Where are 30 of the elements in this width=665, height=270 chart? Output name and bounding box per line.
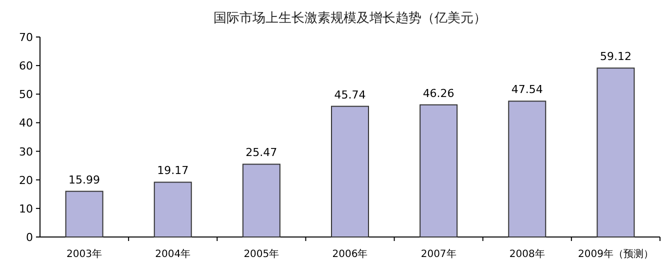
x-tick-label: 2008年 bbox=[509, 248, 545, 260]
y-tick-label: 10 bbox=[19, 202, 33, 216]
y-tick-label: 50 bbox=[19, 88, 33, 102]
x-tick-label: 2007年 bbox=[420, 248, 456, 260]
bar bbox=[596, 68, 635, 238]
bar bbox=[331, 106, 369, 238]
data-label: 59.12 bbox=[600, 50, 632, 64]
y-tick-label: 40 bbox=[19, 116, 33, 130]
x-tick-label: 2004年 bbox=[155, 248, 191, 260]
bar bbox=[242, 164, 280, 238]
chart-title: 国际市场上生长激素规模及增长趋势（亿美元） bbox=[214, 10, 486, 26]
data-label: 15.99 bbox=[68, 173, 100, 186]
x-tick-label: 2005年 bbox=[244, 248, 280, 260]
x-tick-label: 2003年 bbox=[66, 248, 102, 260]
y-tick-label: 30 bbox=[19, 145, 33, 158]
bar bbox=[154, 182, 192, 238]
bar bbox=[420, 104, 458, 238]
data-label: 47.54 bbox=[511, 83, 543, 96]
data-label: 45.74 bbox=[334, 88, 366, 102]
x-tick-label: 2009年（预测） bbox=[578, 248, 654, 260]
data-label: 46.26 bbox=[422, 86, 454, 100]
bar bbox=[65, 190, 104, 238]
x-tick-label: 2006年 bbox=[332, 248, 368, 260]
data-label: 19.17 bbox=[157, 164, 189, 178]
y-tick-label: 20 bbox=[19, 174, 33, 187]
y-tick-label: 0 bbox=[26, 231, 33, 244]
y-tick-label: 60 bbox=[19, 60, 33, 73]
data-label: 25.47 bbox=[246, 146, 278, 160]
bar bbox=[508, 100, 546, 238]
y-tick-label: 70 bbox=[19, 31, 33, 44]
